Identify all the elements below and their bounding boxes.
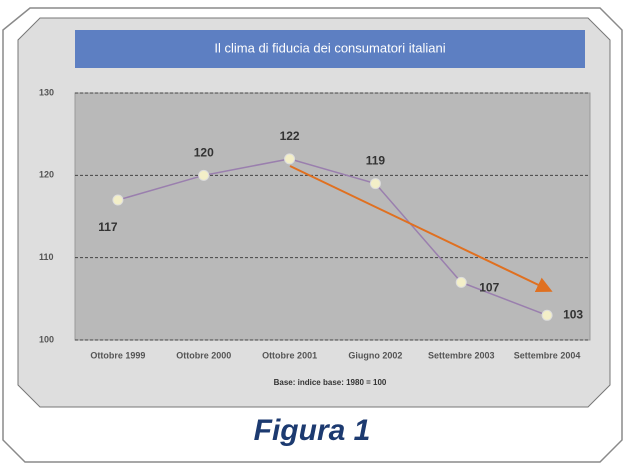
title-box bbox=[75, 30, 585, 68]
line bbox=[117, 158, 548, 317]
y-tick-label: 100 bbox=[39, 334, 54, 344]
caption: Figura 1 bbox=[254, 414, 371, 447]
trend-arrow bbox=[289, 165, 553, 293]
x-tick-label: Settembre 2003 bbox=[428, 350, 495, 360]
data-label: 119 bbox=[366, 154, 386, 168]
marker bbox=[284, 153, 296, 165]
data-label: 117 bbox=[98, 220, 118, 234]
y-tick-label: 110 bbox=[39, 252, 54, 262]
x-tick-label: Settembre 2004 bbox=[514, 350, 581, 360]
x-axis-label: Base: indice base: 1980 = 100 bbox=[274, 378, 387, 387]
marker bbox=[112, 194, 124, 206]
x-tick-label: Ottobre 2001 bbox=[262, 350, 317, 360]
marker bbox=[369, 178, 381, 190]
y-tick-label: 130 bbox=[39, 87, 54, 97]
marker bbox=[541, 309, 553, 321]
chart-title: Il clima di fiducia dei consumatori ital… bbox=[214, 40, 445, 55]
marker bbox=[455, 276, 467, 288]
x-tick-label: Ottobre 1999 bbox=[90, 350, 145, 360]
y-tick-label: 120 bbox=[39, 170, 54, 180]
x-tick-label: Ottobre 2000 bbox=[176, 350, 231, 360]
plot-area bbox=[74, 92, 591, 341]
data-label: 107 bbox=[479, 281, 499, 295]
data-label: 120 bbox=[194, 146, 214, 160]
data-label: 122 bbox=[280, 129, 300, 143]
marker bbox=[198, 169, 210, 181]
data-label: 103 bbox=[563, 307, 583, 321]
x-tick-label: Giugno 2002 bbox=[348, 350, 402, 360]
